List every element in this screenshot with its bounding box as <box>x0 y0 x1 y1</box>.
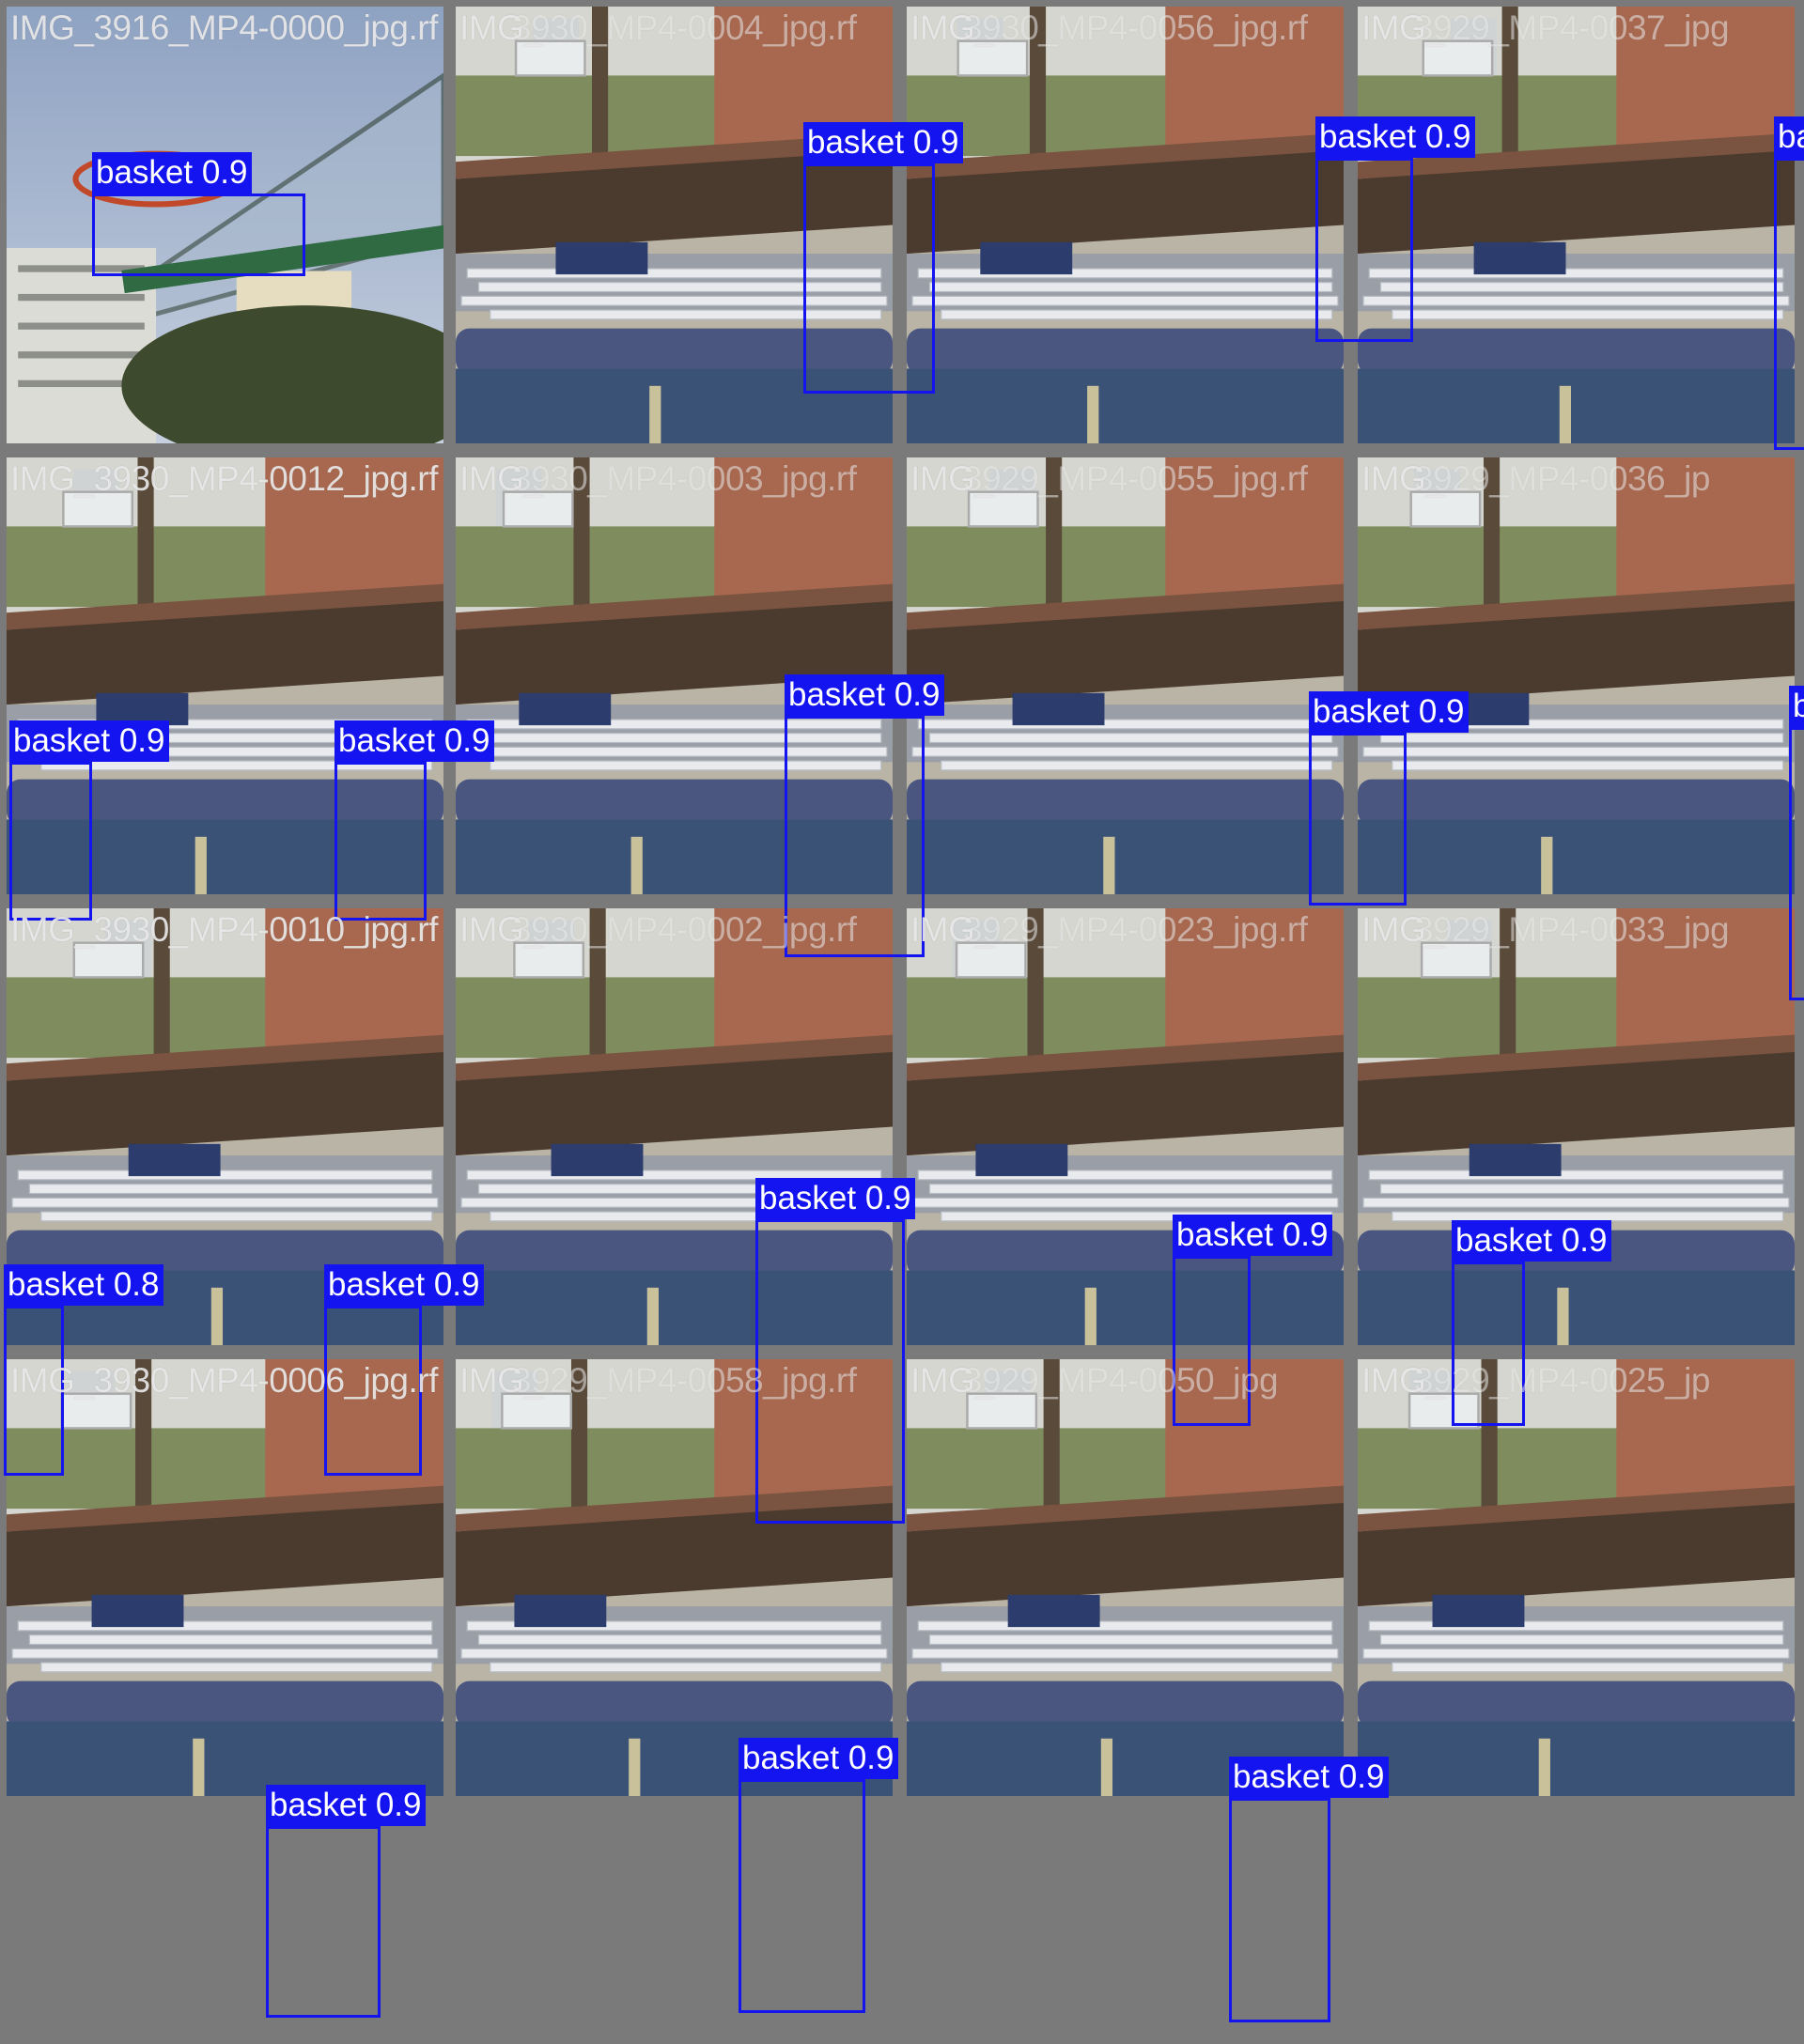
detection-label: basket 0.9 <box>92 152 252 194</box>
detection-box <box>334 762 427 921</box>
result-tile: IMG_ 3930_MP4-0056_jpg.rf <box>907 7 1344 443</box>
result-tile: IMG_ 3930_MP4-0004_jpg.rf <box>456 7 893 443</box>
result-tile: IMG_ 3929_MP4-0033_jpg <box>1358 908 1795 1345</box>
detection-box <box>1774 158 1804 450</box>
detection-box <box>739 1779 865 2013</box>
result-tile: IMG_ 3929_MP4-0023_jpg.rf <box>907 908 1344 1345</box>
result-tile: IMG_3930_MP4-0012_jpg.rf <box>7 457 443 894</box>
photo <box>7 7 443 443</box>
detection-label: basket 0.9 <box>1452 1220 1611 1262</box>
detection-label: basket 0.9 <box>1789 686 1804 727</box>
result-tile: IMG_ 3929_MP4-0050_jpg <box>907 1359 1344 1796</box>
detection-label: basket 0.9 <box>334 720 494 762</box>
result-tile: IMG_ 3929_MP4-0055_jpg.rf <box>907 457 1344 894</box>
detection-label: basket 0.9 <box>266 1785 426 1826</box>
photo <box>1358 1359 1795 1796</box>
detection-box <box>785 716 925 957</box>
photo <box>907 908 1344 1345</box>
photo <box>456 457 893 894</box>
detection-label: basket 0.9 <box>803 122 963 163</box>
detection-box <box>4 1306 64 1476</box>
photo <box>7 457 443 894</box>
detection-label: basket 0.9 <box>1229 1757 1389 1798</box>
result-tile: IMG_ 3929_MP4-0037_jpg <box>1358 7 1795 443</box>
detection-box <box>1309 733 1407 906</box>
detection-label: basket 0.9 <box>1173 1215 1332 1256</box>
detection-box <box>92 194 305 276</box>
result-tile: IMG_ 3929_MP4-0036_jp <box>1358 457 1795 894</box>
detection-label: basket 0.9 <box>785 674 944 716</box>
detection-label: basket 0.9 <box>739 1738 898 1779</box>
photo <box>907 457 1344 894</box>
detection-box <box>1789 727 1804 1000</box>
detection-label: basket 0.9 <box>324 1264 484 1306</box>
detection-box <box>324 1306 422 1476</box>
photo <box>456 908 893 1345</box>
detection-box <box>1315 158 1413 342</box>
detection-label: basket 0.9 <box>9 720 169 762</box>
photo <box>907 7 1344 443</box>
result-tile: IMG_ 3930_MP4-0002_jpg.rf <box>456 908 893 1345</box>
result-tile: IMG_ 3929_MP4-0025_jp <box>1358 1359 1795 1796</box>
result-tile: IMG_3930_MP4-0006_jpg.rf <box>7 1359 443 1796</box>
result-tile: IMG_3916_MP4-0000_jpg.rf <box>7 7 443 443</box>
photo <box>1358 908 1795 1345</box>
detection-box <box>803 163 935 394</box>
photo <box>7 908 443 1345</box>
detection-box <box>1173 1256 1251 1426</box>
detection-label: basket 0.9 <box>1315 116 1475 158</box>
detection-box <box>1452 1262 1525 1426</box>
detection-box <box>1229 1798 1330 2022</box>
detection-label: basket 0.8 <box>4 1264 163 1306</box>
detection-results-grid: IMG_3916_MP4-0000_jpg.rf basket 0.9 IMG_ 3… <box>4 7 1804 2022</box>
detection-box <box>755 1219 905 1524</box>
photo <box>1358 7 1795 443</box>
detection-box <box>266 1826 381 2018</box>
photo <box>7 1359 443 1796</box>
photo <box>1358 457 1795 894</box>
detection-label: basket 0.9 <box>755 1178 915 1219</box>
detection-box <box>9 762 92 921</box>
detection-label: basket 0.9 <box>1309 691 1469 733</box>
photo <box>907 1359 1344 1796</box>
photo <box>456 7 893 443</box>
detection-label: basket 0.9 <box>1774 116 1804 158</box>
